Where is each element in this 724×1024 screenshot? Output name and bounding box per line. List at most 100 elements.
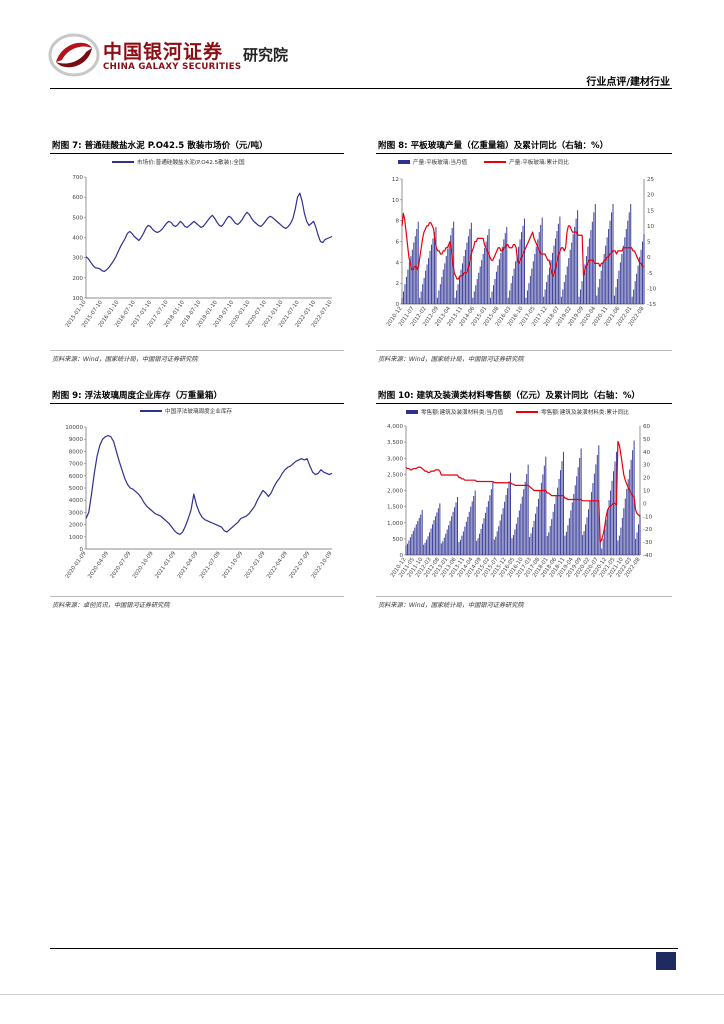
y2-tick-label: 20: [647, 193, 655, 199]
bar: [424, 542, 426, 555]
bar: [436, 512, 438, 555]
bar: [546, 535, 548, 555]
figure-7-source: 资料来源：Wind，国家统计局，中国银河证券研究院: [52, 356, 198, 363]
bar: [621, 254, 623, 304]
bar: [527, 464, 529, 555]
bar: [479, 266, 481, 304]
bar: [630, 204, 632, 304]
figure-9-title: 附图 9: 浮法玻璃周度企业库存（万重量箱）: [52, 391, 223, 401]
bar: [618, 270, 620, 304]
bar: [539, 490, 541, 555]
bar: [503, 239, 505, 304]
bar: [560, 470, 562, 555]
bar: [429, 532, 431, 555]
bar: [412, 530, 414, 555]
bar: [456, 290, 458, 304]
bar: [416, 229, 418, 304]
bar: [480, 528, 482, 555]
y2-tick-label: 5: [647, 240, 651, 246]
header-divider: [50, 88, 672, 89]
bar: [436, 297, 438, 304]
bar: [425, 270, 427, 304]
bar: [598, 445, 600, 555]
bar: [468, 511, 470, 555]
y-tick-label: 12: [392, 177, 399, 183]
bar: [473, 291, 475, 304]
figure-8-legend-label-1: 产量:平板玻璃:当月值: [413, 160, 468, 166]
bar: [413, 242, 415, 304]
figure-10-source: 资料来源：Wind，国家统计局，中国银河证券研究院: [378, 602, 524, 609]
figure-7-chart: 1002003004005006007002015-01-102015-07-1…: [65, 175, 334, 329]
bar: [543, 296, 545, 304]
bar: [599, 279, 601, 304]
bar: [442, 269, 444, 304]
bar: [430, 244, 433, 304]
bar: [618, 535, 620, 555]
bar: [634, 281, 636, 304]
bar: [609, 220, 611, 304]
bar: [611, 212, 613, 304]
x-tick-label: 2022-01-09: [244, 550, 267, 580]
bar: [606, 237, 608, 304]
bar: [447, 248, 449, 304]
x-tick-label: 2021-10-09: [221, 550, 244, 580]
y-tick-label: 6000: [69, 474, 84, 480]
bar: [613, 295, 616, 304]
y-tick-label: 3000: [69, 510, 84, 516]
bar: [514, 529, 516, 555]
bar: [443, 537, 445, 555]
series-line: [85, 192, 333, 272]
bar: [522, 225, 524, 304]
bar: [442, 541, 444, 555]
y-tick-label: 10000: [65, 425, 83, 431]
bar: [501, 514, 503, 555]
bar: [540, 482, 542, 555]
figure-9-chart: 0 1000 2000 3000 4000 5000 6000 7000 8000 9000 100…: [65, 425, 334, 580]
y2-tick-label: -5: [647, 271, 653, 277]
bar: [526, 290, 528, 304]
bar: [629, 469, 631, 555]
bar: [589, 500, 591, 555]
bar: [602, 262, 604, 304]
bar: [614, 461, 616, 555]
y-tick-label: 2,000: [387, 489, 403, 495]
bar: [579, 457, 581, 555]
bar: [612, 204, 614, 304]
bar: [449, 520, 451, 555]
y2-tick-label: 0: [643, 501, 647, 507]
bar: [523, 218, 525, 304]
bar: [605, 245, 607, 304]
figure-7-title: 附图 7: 普通硅酸盐水泥 P.O42.5 散装市场价（元/吨）: [52, 141, 268, 151]
bar: [495, 271, 497, 304]
bar: [445, 256, 447, 304]
bar: [428, 258, 430, 304]
bar: [497, 265, 499, 304]
bar: [615, 287, 617, 304]
y-tick-label: 100: [72, 296, 83, 302]
bar: [567, 525, 569, 555]
figure-9-source: 资料来源：卓创资讯，中国银河证券研究院: [52, 602, 170, 609]
bar: [408, 540, 410, 555]
x-tick-label: 2022-04-09: [266, 550, 289, 580]
bar: [552, 511, 554, 555]
y-tick-label: 0: [395, 302, 399, 308]
bar: [584, 264, 586, 304]
bar: [601, 548, 603, 555]
bar: [591, 221, 593, 304]
bar: [533, 520, 535, 555]
bar: [454, 507, 456, 555]
figure-10-bottom-rule: [376, 596, 672, 597]
galaxy-logo-icon: [48, 33, 100, 77]
bar: [568, 518, 570, 555]
bar: [439, 284, 441, 304]
bar: [549, 525, 551, 555]
series-line: [85, 434, 333, 535]
bar: [504, 501, 506, 555]
bar: [459, 276, 461, 304]
figure-10-legend: 零售额:建筑及装潢材料类:当月值 零售额:建筑及装潢材料类:累计同比: [406, 408, 629, 416]
bar: [532, 527, 534, 555]
bar: [457, 284, 459, 304]
x-tick-label: 2020-01-09: [65, 550, 88, 580]
bar: [593, 212, 595, 304]
y-tick-label: 9000: [69, 437, 84, 443]
